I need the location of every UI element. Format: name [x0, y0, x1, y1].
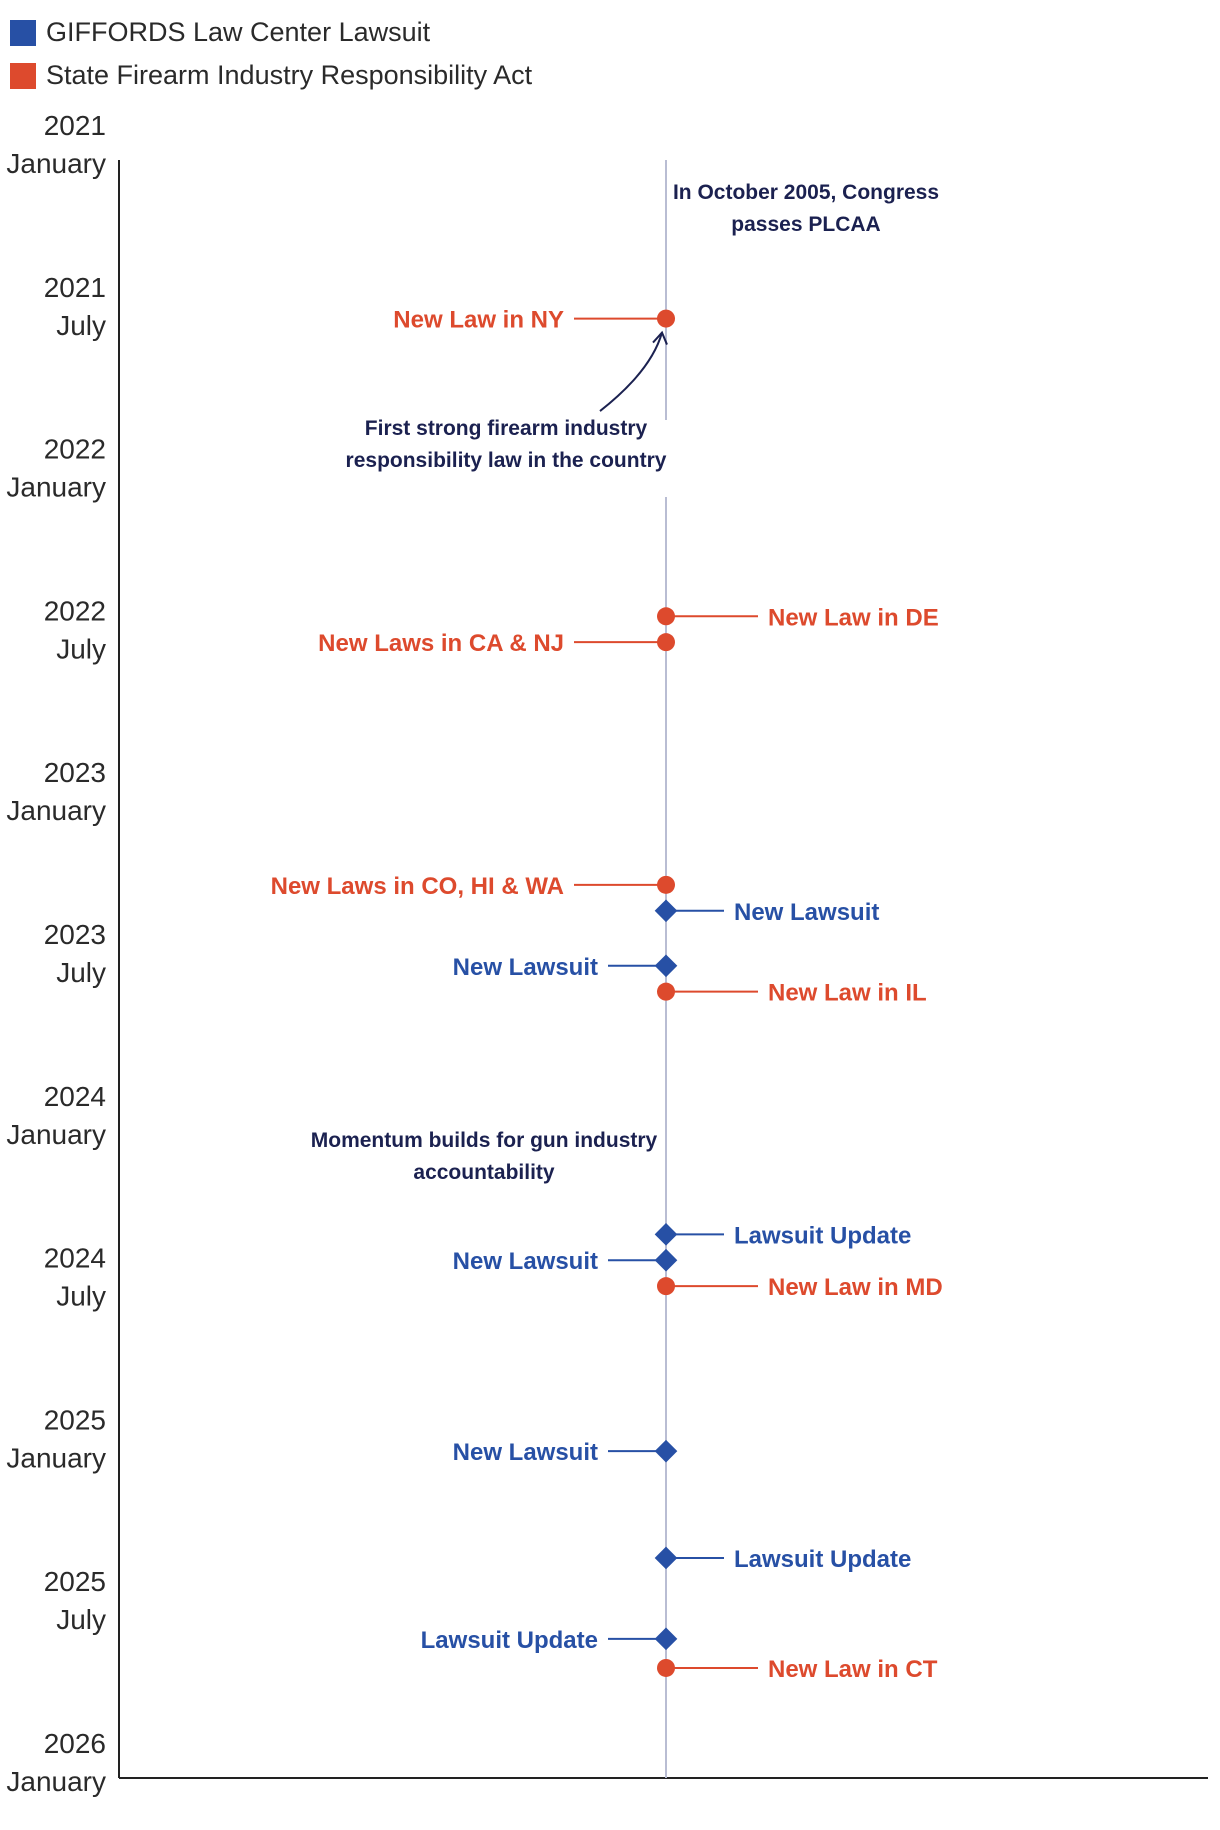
tick-month-10: January — [6, 1766, 106, 1797]
event-marker-circle-9 — [657, 1277, 675, 1296]
annotation-first-law-line-0: First strong firearm industry — [365, 417, 648, 440]
legend-label-lawsuit: GIFFORDS Law Center Lawsuit — [46, 17, 431, 47]
annotation-first-law: First strong firearm industry responsibil… — [346, 330, 668, 472]
event-label-6: New Law in IL — [768, 980, 927, 1007]
event-marker-circle-1 — [657, 607, 675, 626]
event-marker-diamond-12 — [654, 1627, 678, 1651]
event-13: New Law in CT — [657, 1656, 938, 1683]
event-0: New Law in NY — [393, 307, 675, 334]
event-marker-circle-0 — [657, 309, 675, 328]
event-3: New Laws in CO, HI & WA — [271, 873, 675, 900]
event-1: New Law in DE — [657, 604, 939, 631]
event-7: Lawsuit Update — [654, 1222, 911, 1249]
tick-year-0: 2021 — [44, 110, 106, 141]
event-12: Lawsuit Update — [421, 1627, 678, 1654]
tick-year-4: 2023 — [44, 757, 106, 788]
event-label-5: New Lawsuit — [453, 954, 598, 981]
event-9: New Law in MD — [657, 1274, 943, 1301]
legend-swatch-lawsuit — [10, 19, 36, 46]
tick-month-8: January — [6, 1442, 106, 1473]
event-label-1: New Law in DE — [768, 604, 939, 631]
tick-month-1: July — [56, 310, 106, 341]
annotation-momentum-line-1: accountability — [413, 1161, 555, 1184]
tick-month-5: July — [56, 957, 106, 988]
event-label-0: New Law in NY — [393, 307, 564, 334]
event-2: New Laws in CA & NJ — [318, 630, 675, 657]
annotation-arrow-head — [652, 330, 668, 345]
tick-year-3: 2022 — [44, 595, 106, 626]
event-label-12: Lawsuit Update — [421, 1627, 598, 1654]
tick-year-9: 2025 — [44, 1566, 106, 1597]
event-marker-circle-2 — [657, 633, 675, 652]
annotation-first-law-line-1: responsibility law in the country — [346, 449, 667, 472]
tick-year-2: 2022 — [44, 434, 106, 465]
event-label-11: Lawsuit Update — [734, 1546, 911, 1573]
legend-item-law: State Firearm Industry Responsibility Ac… — [10, 60, 532, 91]
tick-year-7: 2024 — [44, 1243, 106, 1274]
tick-month-6: January — [6, 1119, 106, 1150]
tick-month-7: July — [56, 1281, 106, 1312]
tick-year-6: 2024 — [44, 1081, 106, 1112]
event-marker-diamond-4 — [654, 899, 678, 923]
event-label-13: New Law in CT — [768, 1656, 938, 1683]
legend-label-law: State Firearm Industry Responsibility Ac… — [46, 60, 533, 90]
annotation-plcaa-line-1: passes PLCAA — [731, 213, 880, 236]
tick-month-3: July — [56, 633, 106, 664]
event-marker-diamond-7 — [654, 1223, 678, 1246]
legend-swatch-law — [10, 62, 36, 89]
event-10: New Lawsuit — [453, 1439, 678, 1466]
annotation-arrow-line — [599, 332, 663, 412]
tick-year-10: 2026 — [44, 1728, 106, 1759]
tick-month-0: January — [6, 148, 106, 179]
annotation-momentum: Momentum builds for gun industry accounta… — [311, 1129, 658, 1184]
event-label-7: Lawsuit Update — [734, 1222, 911, 1249]
tick-month-4: January — [6, 795, 106, 826]
event-4: New Lawsuit — [654, 899, 879, 926]
event-11: Lawsuit Update — [654, 1546, 911, 1573]
annotation-plcaa-line-0: In October 2005, Congress — [673, 181, 939, 204]
event-label-4: New Lawsuit — [734, 899, 879, 926]
event-8: New Lawsuit — [453, 1248, 678, 1275]
event-marker-diamond-11 — [654, 1546, 678, 1570]
annotation-plcaa: In October 2005, Congress passes PLCAA — [673, 181, 939, 236]
tick-year-5: 2023 — [44, 919, 106, 950]
event-marker-diamond-5 — [654, 954, 678, 978]
annotation-momentum-line-0: Momentum builds for gun industry — [311, 1129, 658, 1152]
event-6: New Law in IL — [657, 980, 927, 1007]
event-marker-circle-13 — [657, 1658, 675, 1677]
event-marker-circle-3 — [657, 875, 675, 894]
event-marker-diamond-8 — [654, 1248, 678, 1272]
event-5: New Lawsuit — [453, 954, 678, 981]
event-label-2: New Laws in CA & NJ — [318, 630, 564, 657]
event-marker-diamond-10 — [654, 1439, 678, 1463]
legend-item-lawsuit: GIFFORDS Law Center Lawsuit — [10, 17, 430, 48]
event-label-3: New Laws in CO, HI & WA — [271, 873, 564, 900]
tick-year-1: 2021 — [44, 272, 106, 303]
event-marker-circle-6 — [657, 982, 675, 1001]
event-label-10: New Lawsuit — [453, 1439, 598, 1466]
tick-month-9: July — [56, 1604, 106, 1635]
event-label-9: New Law in MD — [768, 1274, 943, 1301]
tick-year-8: 2025 — [44, 1404, 106, 1435]
tick-month-2: January — [6, 472, 106, 503]
event-label-8: New Lawsuit — [453, 1248, 598, 1275]
